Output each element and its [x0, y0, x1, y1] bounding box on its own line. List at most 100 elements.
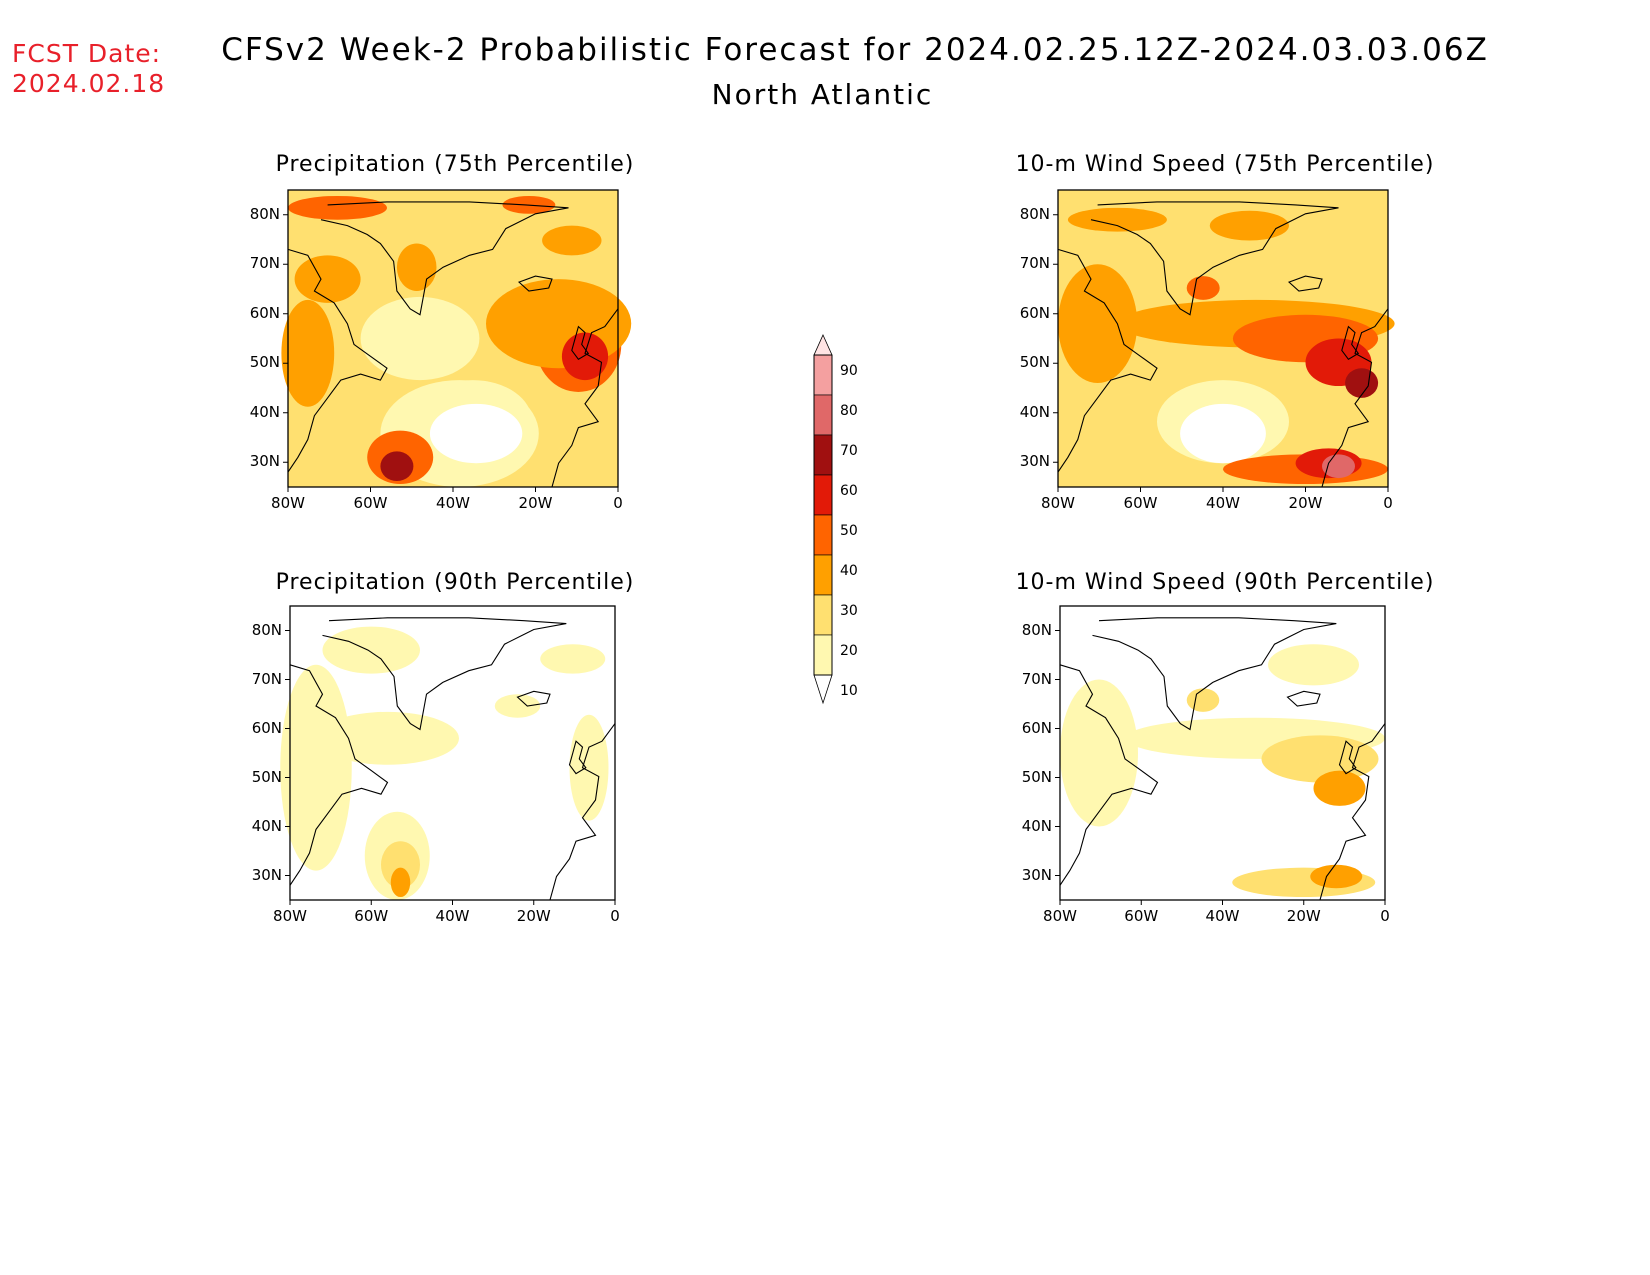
lat-label: 60N	[1021, 718, 1052, 737]
lon-label: 80W	[273, 907, 307, 925]
coast-iceland	[516, 690, 551, 707]
coastlines	[1059, 617, 1386, 901]
coast-iceland	[1287, 275, 1323, 292]
lon-label: 40W	[436, 494, 470, 512]
colorbar-segment	[813, 514, 833, 556]
lon-label: 0	[1380, 907, 1390, 925]
colorbar-segment	[813, 354, 833, 396]
lon-label: 60W	[1123, 494, 1158, 512]
map-fill-region	[288, 195, 387, 220]
page-subtitle: North Atlantic	[711, 78, 934, 111]
map-fill-region	[1067, 207, 1167, 232]
coast-north-america	[289, 664, 389, 886]
map-fill-region	[1268, 644, 1359, 686]
lat-label: 60N	[251, 718, 282, 737]
coastlines	[289, 617, 616, 901]
colorbar-label: 30	[840, 603, 858, 619]
colorbar-segment	[813, 634, 833, 676]
fcst-date-value: 2024.02.18	[12, 69, 166, 98]
colorbar-outline	[813, 354, 833, 676]
map-wind-90	[1055, 605, 1386, 905]
map-fill-region	[429, 403, 523, 464]
coast-britain	[1341, 325, 1360, 361]
coast-europe-africa	[549, 723, 616, 901]
lon-label: 80W	[1043, 907, 1077, 925]
map-fill-region	[360, 296, 480, 381]
map-fill-region	[542, 225, 602, 256]
map-fill-region	[381, 841, 420, 889]
coast-iceland	[517, 275, 553, 292]
lat-label: 50N	[1021, 767, 1052, 786]
fcst-date-label: FCST Date:	[12, 39, 162, 68]
panel-title-wind-90: 10-m Wind Speed (90th Percentile)	[1015, 570, 1435, 595]
map-fill-region	[540, 644, 606, 674]
coast-britain	[1338, 740, 1357, 775]
coastlines	[287, 201, 619, 488]
map-fill	[1060, 606, 1385, 900]
colorbar-label: 40	[840, 563, 858, 579]
lat-label: 70N	[1019, 254, 1050, 273]
map-wind-75	[1053, 189, 1395, 492]
map-precip-90	[280, 605, 616, 905]
colorbar-cap-bottom	[813, 674, 833, 705]
map-fill-region	[1310, 864, 1363, 889]
panel-title-wind-75: 10-m Wind Speed (75th Percentile)	[1015, 152, 1435, 177]
colorbar-segment	[813, 394, 833, 436]
lon-label: 20W	[518, 494, 553, 512]
colorbar: 90 80 70 60 50 40 30 20 10	[813, 334, 858, 705]
map-fill-region	[561, 332, 609, 381]
lat-label: 50N	[1019, 353, 1050, 372]
lon-label: 20W	[1286, 907, 1321, 925]
map-fill-region	[380, 451, 414, 482]
colorbar-cap-top	[813, 334, 833, 356]
panel-title-precip-75: Precipitation (75th Percentile)	[275, 152, 635, 177]
map-fill	[280, 606, 615, 900]
map-fill-region	[1186, 688, 1220, 712]
map-fill-region	[1345, 368, 1379, 398]
map-fill-region	[322, 626, 420, 674]
map-fill-region	[1322, 454, 1355, 479]
map-fill	[281, 190, 632, 487]
map-fill-region	[494, 694, 541, 718]
panel-title-precip-90: Precipitation (90th Percentile)	[275, 570, 635, 595]
lon-label: 0	[610, 907, 620, 925]
map-fill-region	[1058, 264, 1138, 384]
map-fill-region	[1060, 679, 1138, 827]
lon-label: 80W	[271, 494, 305, 512]
lon-label: 60W	[354, 907, 389, 925]
colorbar-label: 20	[840, 643, 858, 659]
coast-north-america	[1059, 664, 1159, 886]
coast-britain	[571, 325, 590, 361]
coast-britain	[568, 740, 587, 775]
axis-ticks	[283, 214, 619, 492]
lon-label: 0	[1383, 494, 1393, 512]
map-fill-region	[316, 711, 459, 765]
lat-label: 30N	[249, 452, 280, 471]
map-fill-region	[281, 299, 335, 407]
lon-label: 40W	[435, 907, 470, 925]
lat-label: 30N	[1019, 452, 1050, 471]
colorbar-label: 70	[840, 443, 858, 459]
colorbar-segment	[813, 554, 833, 596]
lon-label: 60W	[1124, 907, 1159, 925]
axis-ticks	[1055, 630, 1386, 905]
lat-label: 60N	[249, 303, 280, 322]
colorbar-segment	[813, 434, 833, 476]
coast-europe-africa	[551, 308, 619, 488]
map-fill-region	[280, 664, 352, 871]
lat-label: 30N	[251, 865, 282, 884]
lat-label: 40N	[1021, 816, 1052, 835]
coast-north-america	[287, 248, 388, 473]
coast-europe-africa	[1319, 723, 1386, 901]
colorbar-label: 10	[840, 683, 858, 699]
map-precip-75	[281, 189, 632, 492]
map-fill-region	[1313, 770, 1366, 806]
lat-label: 80N	[1021, 620, 1052, 639]
map-fill-region	[1180, 403, 1266, 464]
lon-label: 20W	[516, 907, 551, 925]
lat-label: 70N	[249, 254, 280, 273]
lon-label: 0	[613, 494, 623, 512]
lon-label: 40W	[1206, 494, 1240, 512]
map-fill-region	[294, 255, 361, 303]
lon-label: 80W	[1041, 494, 1075, 512]
